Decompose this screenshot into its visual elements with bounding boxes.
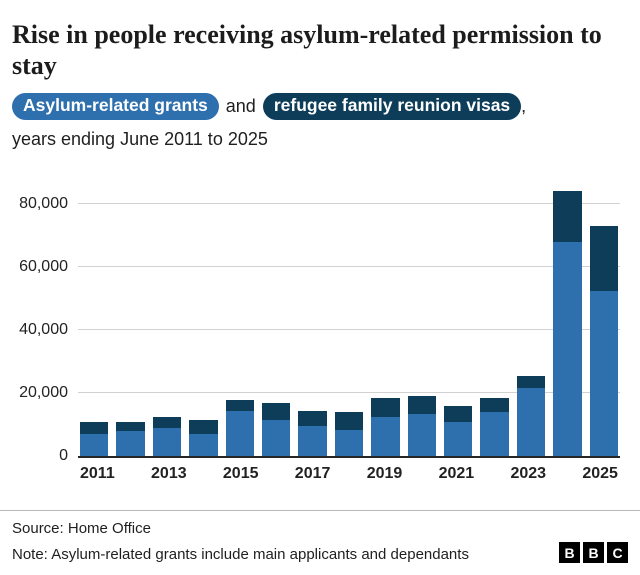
segment-grants-2011 — [80, 434, 109, 457]
bar-2025 — [589, 184, 619, 457]
x-axis-label-2015: 2015 — [222, 465, 259, 483]
segment-reunion-2019 — [371, 397, 400, 417]
segment-reunion-2015 — [225, 399, 255, 411]
segment-grants-2019 — [371, 416, 400, 457]
x-axis-label-2016 — [267, 465, 287, 483]
plot-area: 0 20,000 40,000 60,000 80,000 — [19, 184, 620, 464]
y-axis-label: 20,000 — [19, 384, 68, 402]
bar-2024 — [553, 184, 582, 457]
segment-reunion-2023 — [516, 375, 546, 389]
subtitle-period: years ending June 2011 to 2025 — [12, 129, 268, 150]
bbc-logo-block: B — [559, 542, 580, 563]
x-axis-label-2020 — [410, 465, 430, 483]
x-axis-label-2014 — [195, 465, 215, 483]
segment-reunion-2011 — [80, 421, 109, 435]
bar-2021 — [444, 184, 473, 457]
bar-2018 — [334, 184, 364, 457]
legend-pill-reunion-wrap: refugee family reunion visas, — [262, 93, 527, 121]
x-axis: 2011 2013 2015 2017 2019 2021 2023 2025 — [78, 465, 620, 483]
x-axis-label-2021: 2021 — [438, 465, 475, 483]
segment-reunion-2017 — [298, 410, 327, 427]
note-text: Note: Asylum-related grants include main… — [12, 546, 469, 563]
y-axis-label: 60,000 — [19, 257, 68, 275]
segment-reunion-2012 — [116, 421, 145, 432]
source-text: Source: Home Office — [12, 520, 151, 537]
x-axis-label-2022 — [482, 465, 502, 483]
bar-2017 — [298, 184, 327, 457]
segment-grants-2016 — [262, 420, 291, 457]
segment-grants-2013 — [152, 427, 182, 457]
gridline-60000 — [78, 265, 620, 267]
chart-card: Rise in people receiving asylum-related … — [12, 20, 628, 483]
segment-grants-2017 — [298, 426, 327, 457]
segment-reunion-2018 — [334, 412, 364, 430]
x-axis-label-2013: 2013 — [151, 465, 187, 483]
x-axis-label-2012 — [123, 465, 143, 483]
gridline-80000 — [78, 202, 620, 204]
legend-suffix: , — [521, 96, 527, 117]
segment-reunion-2020 — [407, 396, 437, 414]
segment-reunion-2013 — [152, 416, 182, 428]
stacked-bar-chart: 0 20,000 40,000 60,000 80,000 2011 2013 2015 20… — [12, 184, 628, 483]
segment-grants-2015 — [225, 410, 255, 457]
segment-grants-2023 — [516, 388, 546, 457]
bar-2016 — [262, 184, 291, 457]
bars — [78, 184, 620, 457]
y-axis-label: 80,000 — [19, 194, 68, 212]
x-axis-label-2024 — [554, 465, 574, 483]
segment-grants-2020 — [407, 413, 437, 457]
x-axis-label-2019: 2019 — [366, 465, 403, 483]
bar-2023 — [516, 184, 546, 457]
segment-reunion-2025 — [589, 225, 619, 291]
bar-2011 — [80, 184, 109, 457]
bbc-logo-block: B — [583, 542, 604, 563]
gridlines — [78, 184, 620, 456]
segment-grants-2018 — [334, 429, 364, 457]
bar-2013 — [152, 184, 182, 457]
segment-grants-2012 — [116, 431, 145, 457]
segment-reunion-2024 — [553, 191, 582, 242]
legend-pill-grants: Asylum-related grants — [12, 93, 219, 121]
x-axis-label-2025: 2025 — [582, 465, 618, 483]
legend-connector: and — [225, 96, 256, 117]
segment-grants-2014 — [189, 434, 218, 457]
segment-reunion-2014 — [189, 420, 218, 435]
x-axis-label-2023: 2023 — [510, 465, 547, 483]
bbc-logo: B B C — [559, 542, 628, 563]
y-axis-label: 40,000 — [19, 320, 68, 338]
bar-2014 — [189, 184, 218, 457]
segment-reunion-2016 — [262, 402, 291, 421]
legend-pill-reunion: refugee family reunion visas — [262, 93, 522, 121]
bar-2012 — [116, 184, 145, 457]
gridline-20000 — [78, 392, 620, 394]
x-axis-label-2018 — [338, 465, 358, 483]
footer: Source: Home Office Note: Asylum-related… — [0, 510, 640, 575]
gridline-40000 — [78, 328, 620, 330]
bar-2019 — [371, 184, 400, 457]
segment-reunion-2021 — [444, 405, 473, 422]
bbc-logo-block: C — [607, 542, 628, 563]
x-axis-label-2011: 2011 — [80, 465, 115, 483]
bar-2022 — [480, 184, 509, 457]
bar-2020 — [407, 184, 437, 457]
x-axis-label-2017: 2017 — [294, 465, 331, 483]
page-title: Rise in people receiving asylum-related … — [12, 20, 602, 80]
bar-2015 — [225, 184, 255, 457]
segment-grants-2021 — [444, 421, 473, 457]
segment-reunion-2022 — [480, 397, 509, 413]
y-axis-label: 0 — [59, 447, 68, 465]
segment-grants-2022 — [480, 412, 509, 457]
segment-grants-2025 — [589, 290, 619, 457]
segment-grants-2024 — [553, 241, 582, 457]
legend-row: Asylum-related grants and refugee family… — [12, 93, 628, 121]
